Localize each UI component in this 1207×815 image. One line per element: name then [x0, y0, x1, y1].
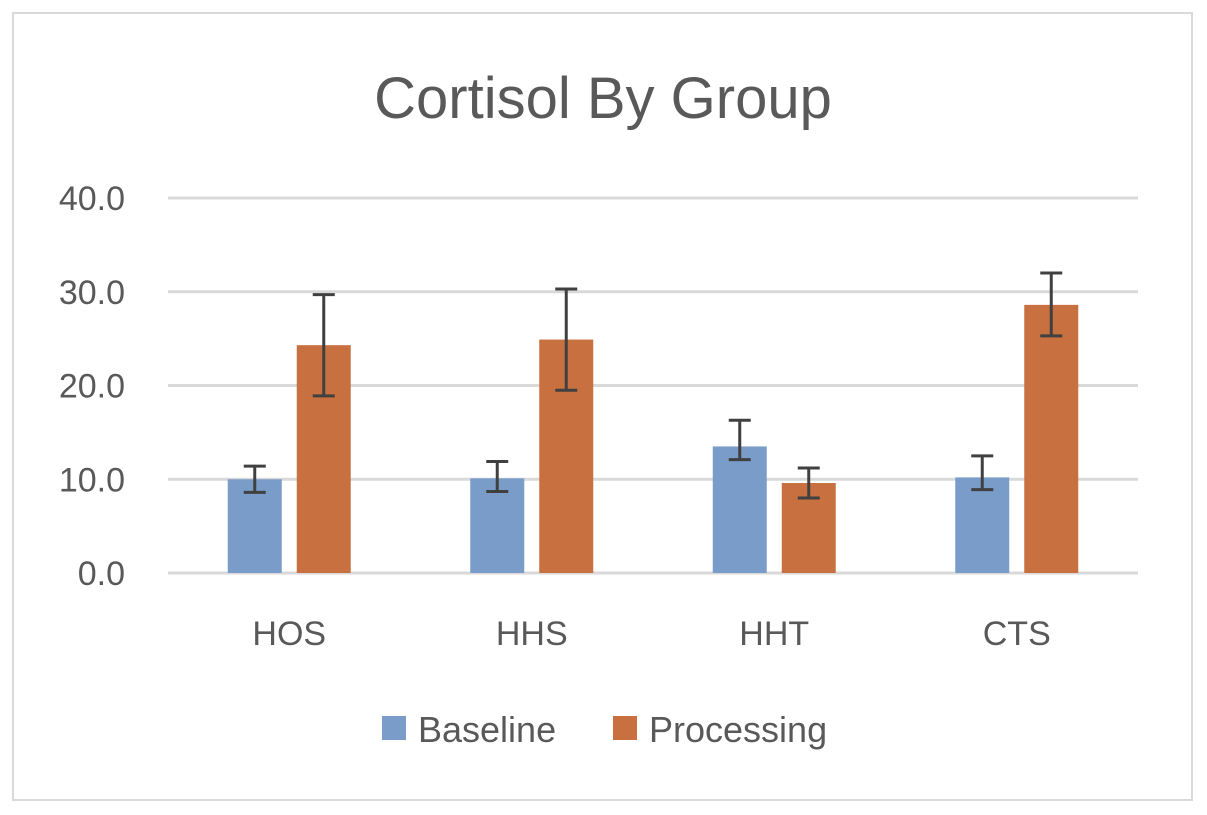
x-category-label: CTS: [983, 615, 1051, 653]
x-category-label: HHS: [496, 615, 568, 653]
error-bar-baseline-cts: [971, 454, 994, 492]
chart-frame: [12, 12, 1193, 801]
error-bars: [243, 271, 1063, 500]
bars: [227, 304, 1079, 573]
legend-label: Processing: [649, 709, 827, 750]
legend-swatch: [613, 716, 637, 740]
error-bar-processing-hhs: [555, 287, 578, 392]
bar-baseline-cts: [955, 477, 1010, 573]
x-category-label: HOS: [252, 615, 326, 653]
y-tick-label: 10.0: [59, 461, 125, 499]
legend-label: Baseline: [418, 709, 556, 750]
error-bar-processing-hos: [312, 293, 335, 398]
bar-baseline-hhs: [470, 478, 525, 573]
y-tick-label: 20.0: [59, 368, 125, 406]
y-tick-label: 40.0: [59, 180, 125, 218]
error-bar-baseline-hos: [243, 464, 266, 494]
error-bar-baseline-hhs: [486, 459, 509, 493]
chart-title: Cortisol By Group: [374, 66, 832, 131]
legend-item-baseline: Baseline: [382, 709, 556, 750]
legend: Baseline Processing: [382, 709, 827, 750]
y-axis-ticks: 0.0 10.0 20.0 30.0 40.0: [59, 180, 125, 593]
legend-swatch: [382, 716, 406, 740]
y-tick-label: 0.0: [78, 555, 125, 593]
error-bar-baseline-hht: [728, 418, 751, 462]
bar-baseline-hht: [712, 446, 767, 573]
x-axis-categories: HOS HHS HHT CTS: [252, 615, 1050, 653]
bar-processing-cts: [1024, 304, 1079, 573]
legend-item-processing: Processing: [613, 709, 827, 750]
x-category-label: HHT: [739, 615, 809, 653]
y-tick-label: 30.0: [59, 274, 125, 312]
error-bar-processing-hht: [797, 466, 820, 500]
error-bar-processing-cts: [1040, 271, 1063, 338]
bar-baseline-hos: [227, 479, 282, 573]
